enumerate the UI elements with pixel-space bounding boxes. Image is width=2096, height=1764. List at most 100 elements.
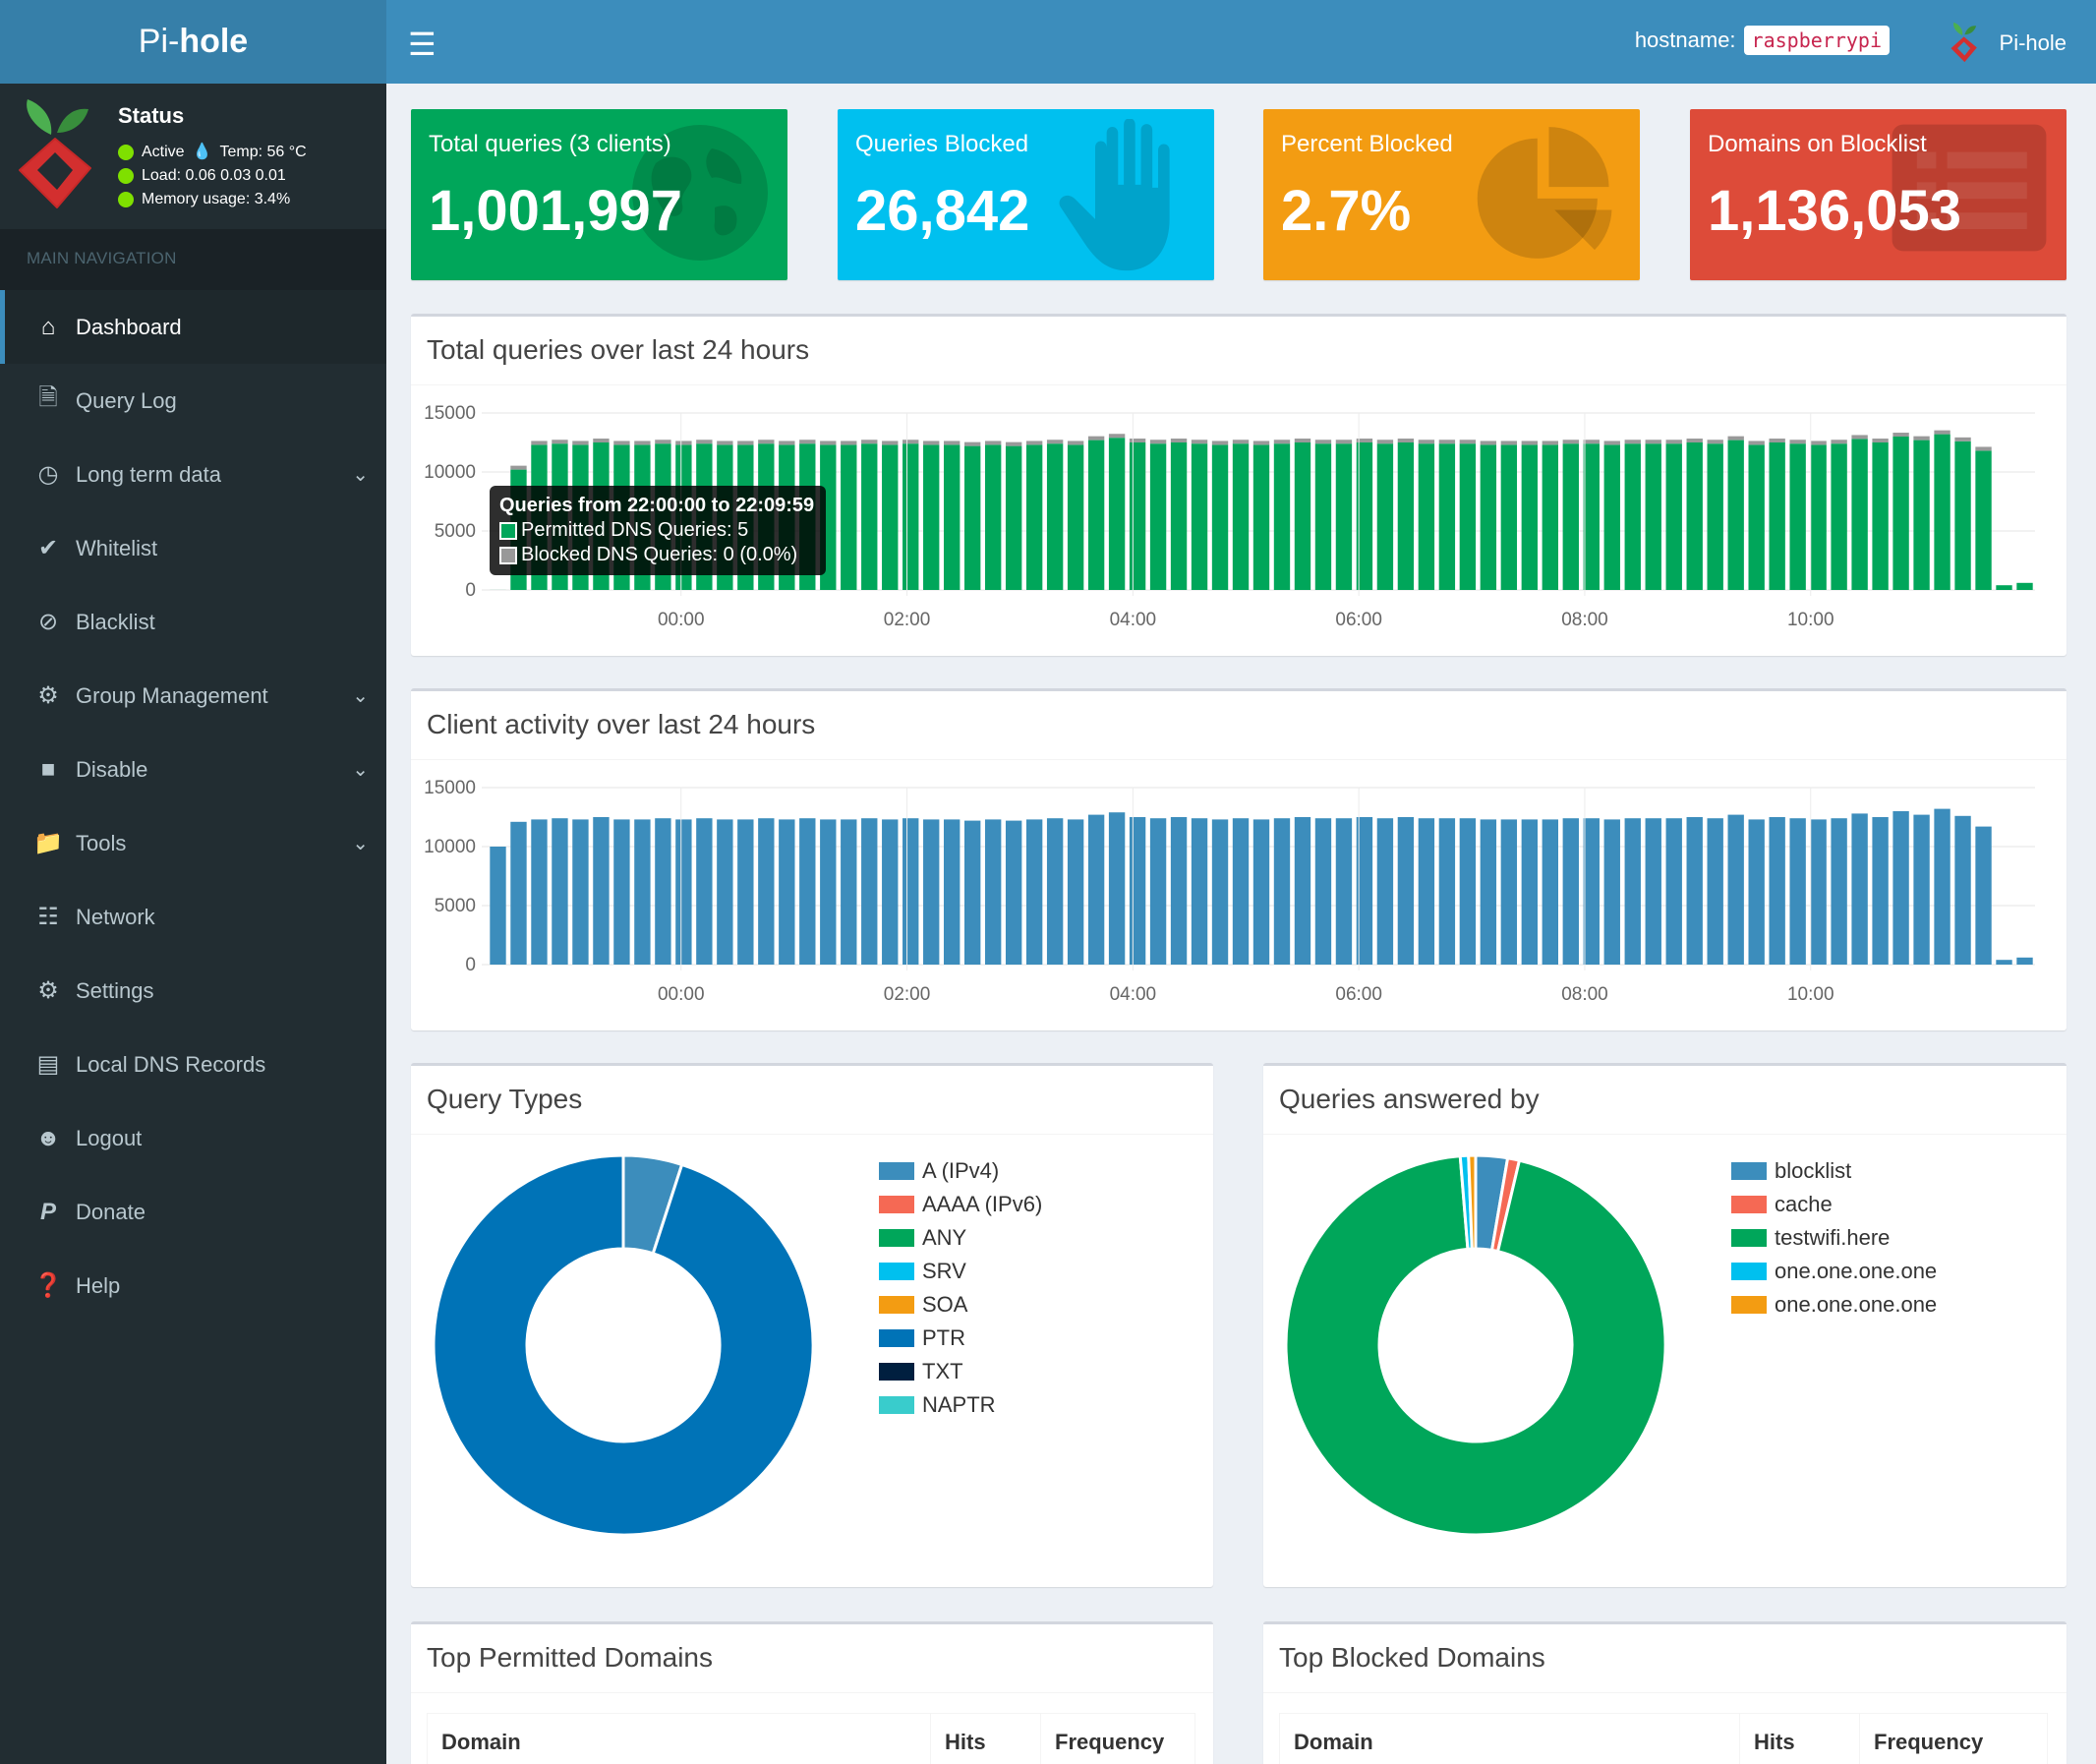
bar[interactable] [1727,436,1744,441]
legend-item[interactable]: PTR [879,1322,1042,1355]
bar[interactable] [572,441,589,445]
bar[interactable] [1191,443,1208,590]
bar[interactable] [613,441,630,445]
bar[interactable] [964,820,981,965]
column-domain[interactable]: Domain [427,1713,931,1764]
pie-slice[interactable] [1467,1153,1478,1251]
bar[interactable] [1624,440,1641,444]
bar[interactable] [902,443,919,590]
bar[interactable] [1748,819,1765,965]
legend-item[interactable]: one.one.one.one [1731,1255,1937,1288]
bar[interactable] [1273,818,1291,965]
bar[interactable] [1170,442,1188,590]
bar[interactable] [1707,443,1723,590]
bar[interactable] [1996,960,2012,965]
bar[interactable] [944,441,961,445]
legend-item[interactable]: one.one.one.one [1731,1288,1937,1322]
bar[interactable] [841,444,857,590]
sidebar-item-network[interactable]: ☷ Network [0,880,386,954]
bar[interactable] [1294,439,1311,442]
bar[interactable] [1727,440,1744,590]
bar[interactable] [1851,813,1868,965]
stat-domains-blocklist[interactable]: Domains on Blocklist 1,136,053 [1690,109,2067,280]
bar[interactable] [1356,442,1373,590]
bar[interactable] [1707,440,1723,444]
bar[interactable] [861,443,878,590]
bar[interactable] [1438,440,1456,444]
bar[interactable] [613,819,630,965]
sidebar-item-logout[interactable]: ☻ Logout [0,1101,386,1175]
client-activity-chart[interactable]: 0 5000 10000 15000 00:00 02:00 04:00 06:00 08:00… [411,760,2067,1028]
bar[interactable] [1376,443,1394,590]
bar[interactable] [1583,440,1600,444]
bar[interactable] [1665,818,1682,965]
bar[interactable] [1583,818,1600,965]
bar[interactable] [1913,436,1930,441]
sidebar-item-dashboard[interactable]: ⌂ Dashboard [0,290,386,364]
bar[interactable] [1603,444,1620,590]
bar[interactable] [799,440,816,444]
column-frequency[interactable]: Frequency [1040,1713,1195,1764]
bar[interactable] [1087,436,1105,441]
bar[interactable] [1480,441,1497,445]
logo[interactable]: Pi-hole [0,0,386,84]
bar[interactable] [902,440,919,444]
bar[interactable] [1934,430,1950,435]
bar[interactable] [655,440,671,444]
bar[interactable] [1975,826,1992,965]
bar[interactable] [1232,443,1250,590]
bar[interactable] [841,819,857,965]
bar[interactable] [1624,818,1641,965]
bar[interactable] [1831,443,1847,590]
bar[interactable] [923,444,940,590]
bar[interactable] [1975,450,1992,590]
bar[interactable] [1954,815,1971,965]
bar[interactable] [1191,440,1208,444]
legend-item[interactable]: A (IPv4) [879,1154,1042,1188]
bar[interactable] [1707,818,1723,965]
bar[interactable] [1025,819,1043,965]
bar[interactable] [1087,440,1105,590]
bar[interactable] [490,847,506,965]
bar[interactable] [1645,440,1661,444]
bar[interactable] [1645,443,1661,590]
legend-item[interactable]: NAPTR [879,1388,1042,1422]
bar[interactable] [1996,585,2012,590]
bar[interactable] [717,819,733,965]
bar[interactable] [1252,444,1270,590]
query-types-pie[interactable] [427,1148,820,1542]
bar[interactable] [572,819,589,965]
bar[interactable] [1603,441,1620,445]
bar[interactable] [1191,818,1208,965]
bar[interactable] [861,818,878,965]
bar[interactable] [1418,443,1435,590]
bar[interactable] [1335,818,1353,965]
bar[interactable] [1211,819,1229,965]
bar[interactable] [779,819,795,965]
legend-item[interactable]: SRV [879,1255,1042,1288]
stat-queries-blocked[interactable]: Queries Blocked 26,842 [838,109,1214,280]
bar[interactable] [1046,443,1064,590]
bar[interactable] [820,441,837,445]
bar[interactable] [531,819,548,965]
bar[interactable] [944,444,961,590]
bar[interactable] [510,465,527,470]
bar[interactable] [593,817,610,965]
bar[interactable] [1108,438,1126,590]
legend-item[interactable]: SOA [879,1288,1042,1322]
menu-toggle-icon[interactable]: ☰ [408,27,437,62]
bar[interactable] [1748,441,1765,445]
bar[interactable] [1129,439,1146,442]
bar[interactable] [1769,439,1785,442]
bar[interactable] [1769,817,1785,965]
bar[interactable] [1872,442,1889,590]
bar[interactable] [1438,443,1456,590]
bar[interactable] [1521,441,1539,445]
bar[interactable] [1335,443,1353,590]
bar[interactable] [984,819,1002,965]
bar[interactable] [758,440,775,444]
bar[interactable] [820,819,837,965]
column-hits[interactable]: Hits [1739,1713,1860,1764]
bar[interactable] [964,445,981,590]
bar[interactable] [1810,441,1827,445]
